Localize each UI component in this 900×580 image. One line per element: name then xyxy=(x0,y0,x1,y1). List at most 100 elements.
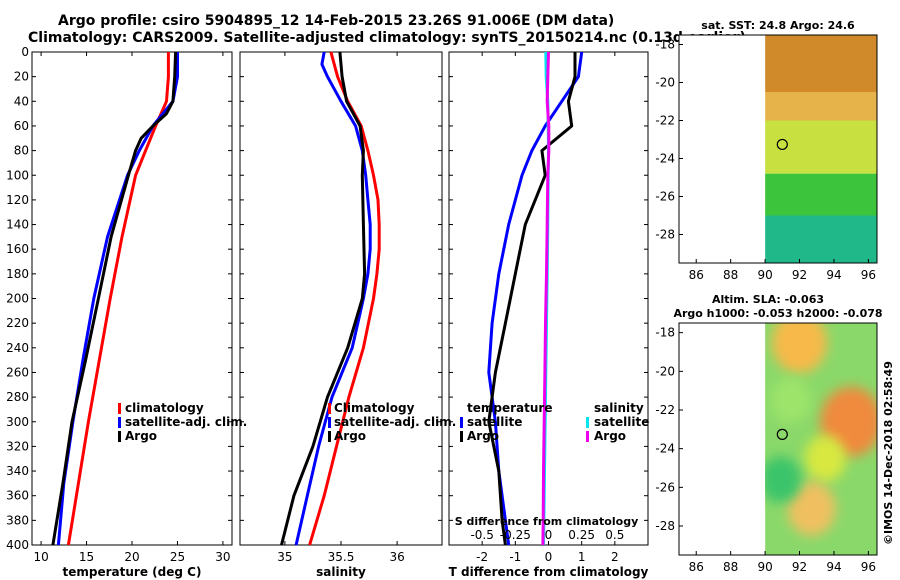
salinity-profile-xlabel: salinity xyxy=(316,565,366,579)
temperature-profile-xtick-label: 30 xyxy=(215,550,230,564)
sst-band xyxy=(765,92,877,121)
imos-credit: ©IMOS 14-Dec-2018 02:58:49 xyxy=(882,361,895,545)
depth-tick-label: 0 xyxy=(21,45,29,59)
depth-tick-label: 400 xyxy=(6,538,29,552)
sst-map-lon-label: 92 xyxy=(792,268,807,282)
series-temperature-argo xyxy=(487,52,577,546)
legend-swatch-sal xyxy=(328,431,331,442)
sla-anomaly xyxy=(804,435,847,482)
sst-map-lon-label: 88 xyxy=(723,268,738,282)
difference-profile-xtick-label: 2 xyxy=(611,550,619,564)
sdiff-tick-label: -0.25 xyxy=(500,528,531,542)
sla-anomaly xyxy=(765,456,802,503)
sst-map-lat-label: -18 xyxy=(655,38,675,52)
sdiff-tick-label: 0.25 xyxy=(568,528,595,542)
legend-swatch-sal xyxy=(328,417,331,428)
sst-map-title: sat. SST: 24.8 Argo: 24.6 xyxy=(701,19,855,32)
sla-map-field xyxy=(765,323,878,555)
depth-tick-label: 240 xyxy=(6,341,29,355)
sdiff-tick-label: 0.5 xyxy=(605,528,624,542)
depth-tick-label: 360 xyxy=(6,489,29,503)
series-climatology xyxy=(308,51,381,546)
sla-map-lon-label: 92 xyxy=(792,560,807,574)
sla-map-lat-label: -22 xyxy=(655,403,675,417)
temperature-profile-xtick-label: 25 xyxy=(170,550,185,564)
temperature-profile-frame xyxy=(31,51,233,546)
sla-map-frame xyxy=(678,322,878,556)
difference-profile-xtick-label: -2 xyxy=(476,550,488,564)
sst-band xyxy=(765,215,877,263)
legend-swatch-tdiff xyxy=(460,417,463,428)
depth-tick-label: 100 xyxy=(6,168,29,182)
legend-swatch-sdiff xyxy=(586,417,589,428)
sla-map-lon-label: 94 xyxy=(826,560,841,574)
sdiff-tick-label: -0.5 xyxy=(470,528,493,542)
series-climatology xyxy=(66,52,170,546)
depth-tick-label: 300 xyxy=(6,415,29,429)
series-argo xyxy=(280,51,367,546)
sst-map-field xyxy=(765,35,877,263)
legend-swatch-sal xyxy=(328,403,331,414)
sst-band xyxy=(765,35,877,92)
panel-sst-map: sat. SST: 24.8 Argo: 24.6 86 88 90 92 94 96 -18… xyxy=(655,19,878,282)
sdiff-tick-label: 0 xyxy=(545,528,553,542)
legend-header-temperature: temperature xyxy=(467,401,552,415)
depth-tick-label: 20 xyxy=(14,70,29,84)
legend-label-temp: satellite-adj. clim. xyxy=(125,415,247,429)
sla-map-title: Altim. SLA: -0.063 xyxy=(712,293,824,306)
legend-label-tdiff: Argo xyxy=(467,429,499,443)
legend-swatch-sdiff xyxy=(586,431,589,442)
depth-tick-label: 160 xyxy=(6,242,29,256)
panel-salinity-profile: 35 35.5 36 salinity Climatologysatellite-adj… xyxy=(239,51,456,579)
argo-location-marker xyxy=(776,138,788,151)
sla-map-lat-label: -24 xyxy=(655,442,675,456)
header-line2: Climatology: CARS2009. Satellite-adjuste… xyxy=(28,30,746,46)
difference-profile-xlabel: T difference from climatology xyxy=(449,565,649,579)
legend-label-sdiff: Argo xyxy=(594,429,626,443)
legend-swatch-temp xyxy=(118,403,121,414)
difference-profile-xtick-label: 1 xyxy=(578,550,586,564)
sst-map-lon-label: 96 xyxy=(861,268,876,282)
series-salinity-argo xyxy=(541,51,551,546)
panel-temperature-profile: 0 20 40 60 80 100 120 140 160 180 200 220 240 260 280 3… xyxy=(6,45,247,579)
series-satellite-adj-clim- xyxy=(56,52,179,546)
temperature-profile-xtick-label: 20 xyxy=(124,550,139,564)
sla-anomaly xyxy=(771,323,828,374)
sst-map-lat-label: -28 xyxy=(655,228,675,242)
header-line1: Argo profile: csiro 5904895_12 14-Feb-20… xyxy=(58,13,614,29)
depth-tick-label: 380 xyxy=(6,513,29,527)
legend-label-sal: Argo xyxy=(334,429,366,443)
difference-profile-xtick-label: 0 xyxy=(545,550,553,564)
depth-tick-label: 60 xyxy=(14,119,29,133)
temperature-profile-xtick-label: 10 xyxy=(33,550,48,564)
temperature-profile-xlabel: temperature (deg C) xyxy=(63,565,202,579)
depth-tick-label: 260 xyxy=(6,365,29,379)
legend-label-temp: climatology xyxy=(125,401,204,415)
sst-map-lon-label: 94 xyxy=(826,268,841,282)
sla-anomaly xyxy=(787,481,836,536)
depth-tick-label: 220 xyxy=(6,316,29,330)
legend-header-salinity: salinity xyxy=(594,401,644,415)
legend-label-temp: Argo xyxy=(125,429,157,443)
sst-map-frame xyxy=(678,34,878,264)
sst-band xyxy=(765,120,877,174)
legend-label-sdiff: satellite xyxy=(594,415,649,429)
series-satellite-adj-clim- xyxy=(294,51,372,546)
legend-swatch-temp xyxy=(118,431,121,442)
sst-map-lat-label: -26 xyxy=(655,190,675,204)
argo-location-marker xyxy=(776,428,788,440)
sst-map-lon-label: 90 xyxy=(757,268,772,282)
series-argo xyxy=(51,51,178,546)
sla-map-lon-label: 86 xyxy=(689,560,704,574)
sla-map-lat-label: -18 xyxy=(655,326,675,340)
legend-swatch-tdiff xyxy=(460,431,463,442)
depth-tick-label: 320 xyxy=(6,439,29,453)
sla-map-lon-label: 96 xyxy=(861,560,876,574)
sst-map-lat-label: -20 xyxy=(655,76,675,90)
sla-map-lat-label: -26 xyxy=(655,480,675,494)
salinity-profile-xtick-label: 35 xyxy=(277,550,292,564)
sdiff-axis-label: S difference from climatology xyxy=(455,515,639,528)
